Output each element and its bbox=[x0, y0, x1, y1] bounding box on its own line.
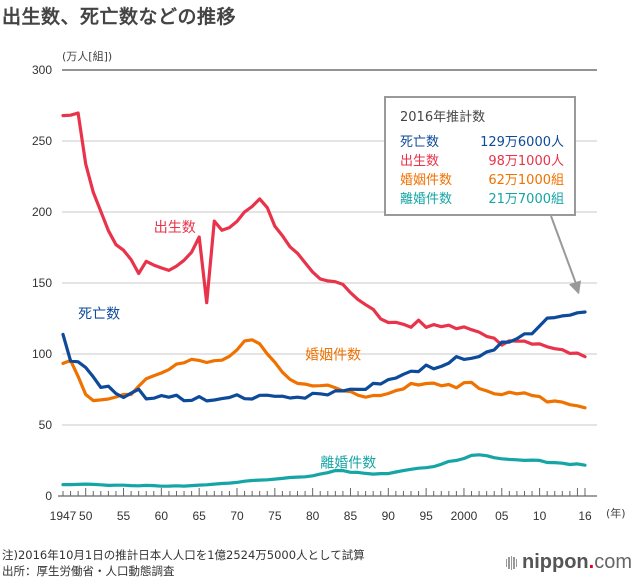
nippon-logo: nippon.com bbox=[505, 551, 632, 574]
annotation-title: 2016年推計数 bbox=[400, 110, 486, 125]
series-line-0 bbox=[61, 111, 587, 359]
x-tick-label: 50 bbox=[79, 509, 93, 523]
logo-tld: com bbox=[594, 551, 632, 573]
annotation-row-value: 62万1000組 bbox=[488, 173, 564, 188]
arrow-shaft bbox=[550, 215, 578, 287]
arrow-head-icon bbox=[569, 280, 581, 295]
x-tick-label: 95 bbox=[419, 509, 433, 523]
annotation-row: 婚姻件数 62万1000組 bbox=[400, 171, 564, 190]
y-axis-unit-label: (万人[組]) bbox=[62, 50, 112, 63]
y-tick-label: 50 bbox=[39, 418, 53, 432]
series-group bbox=[61, 111, 587, 488]
x-tick-label: 85 bbox=[344, 509, 358, 523]
x-tick-label: 70 bbox=[230, 509, 244, 523]
annotation-row-label: 出生数 bbox=[400, 154, 440, 169]
y-tick-label: 300 bbox=[32, 63, 52, 77]
logo-bars-icon bbox=[505, 551, 519, 574]
y-tick-label: 250 bbox=[32, 134, 52, 148]
x-tick-label: 10 bbox=[533, 509, 547, 523]
x-tick-label: 60 bbox=[155, 509, 169, 523]
footnote: 注)2016年10月1日の推計日本人人口を1億2524万5000人として試算 bbox=[2, 548, 365, 562]
x-axis-unit-label: (年) bbox=[606, 506, 626, 520]
x-tick-label: 05 bbox=[495, 509, 509, 523]
x-tick-label: 80 bbox=[306, 509, 320, 523]
y-tick-label: 0 bbox=[45, 489, 52, 503]
x-tick-label: 1947 bbox=[50, 509, 77, 523]
source-note: 出所：厚生労働省・人口動態調査 bbox=[2, 564, 175, 578]
y-axis-ticks: 0 50 100 150 200 250 300 bbox=[32, 63, 52, 503]
y-tick-label: 150 bbox=[32, 276, 52, 290]
annotation-row-label: 死亡数 bbox=[400, 135, 440, 150]
series-label-0: 出生数 bbox=[154, 220, 196, 236]
series-label-1: 死亡数 bbox=[78, 307, 120, 323]
series-label-3: 離婚件数 bbox=[320, 455, 376, 472]
annotation-row: 離婚件数 21万7000組 bbox=[400, 190, 564, 209]
x-tick-label: 90 bbox=[382, 509, 396, 523]
series-line-2 bbox=[61, 338, 587, 410]
annotation-row-value: 129万6000人 bbox=[480, 135, 564, 150]
logo-dot: . bbox=[588, 551, 595, 573]
y-tick-label: 100 bbox=[32, 347, 52, 361]
x-tick-label: 2000 bbox=[451, 509, 478, 523]
chart-title: 出生数、死亡数などの推移 bbox=[2, 6, 237, 28]
annotation-rows: 死亡数 129万6000人出生数 98万1000人婚姻件数 62万1000組離婚件数 2… bbox=[400, 133, 564, 209]
logo-name: nippon bbox=[522, 551, 589, 573]
annotation-row: 死亡数 129万6000人 bbox=[400, 133, 564, 152]
x-tick-label: 65 bbox=[192, 509, 206, 523]
series-line-3 bbox=[61, 453, 587, 488]
annotation-row-value: 21万7000組 bbox=[488, 192, 564, 207]
series-label-2: 婚姻件数 bbox=[305, 348, 361, 364]
annotation-arrow bbox=[550, 215, 581, 295]
x-tick-label: 16 bbox=[578, 509, 592, 523]
annotation-row: 出生数 98万1000人 bbox=[400, 152, 564, 171]
annotation-row-label: 婚姻件数 bbox=[400, 173, 453, 188]
annotation-row-value: 98万1000人 bbox=[488, 154, 564, 169]
x-tick-label: 55 bbox=[117, 509, 131, 523]
annotation-row-label: 離婚件数 bbox=[400, 192, 453, 207]
x-tick-label: 75 bbox=[268, 509, 282, 523]
y-tick-label: 200 bbox=[32, 205, 52, 219]
x-axis: 1947 50 55 60 65 70 75 80 85 90 95 2000 05 10 16 bbox=[50, 488, 597, 523]
annotation-box: 2016年推計数 死亡数 129万6000人出生数 98万1000人婚姻件数 62万1… bbox=[384, 96, 576, 216]
series-line-1 bbox=[61, 310, 587, 403]
